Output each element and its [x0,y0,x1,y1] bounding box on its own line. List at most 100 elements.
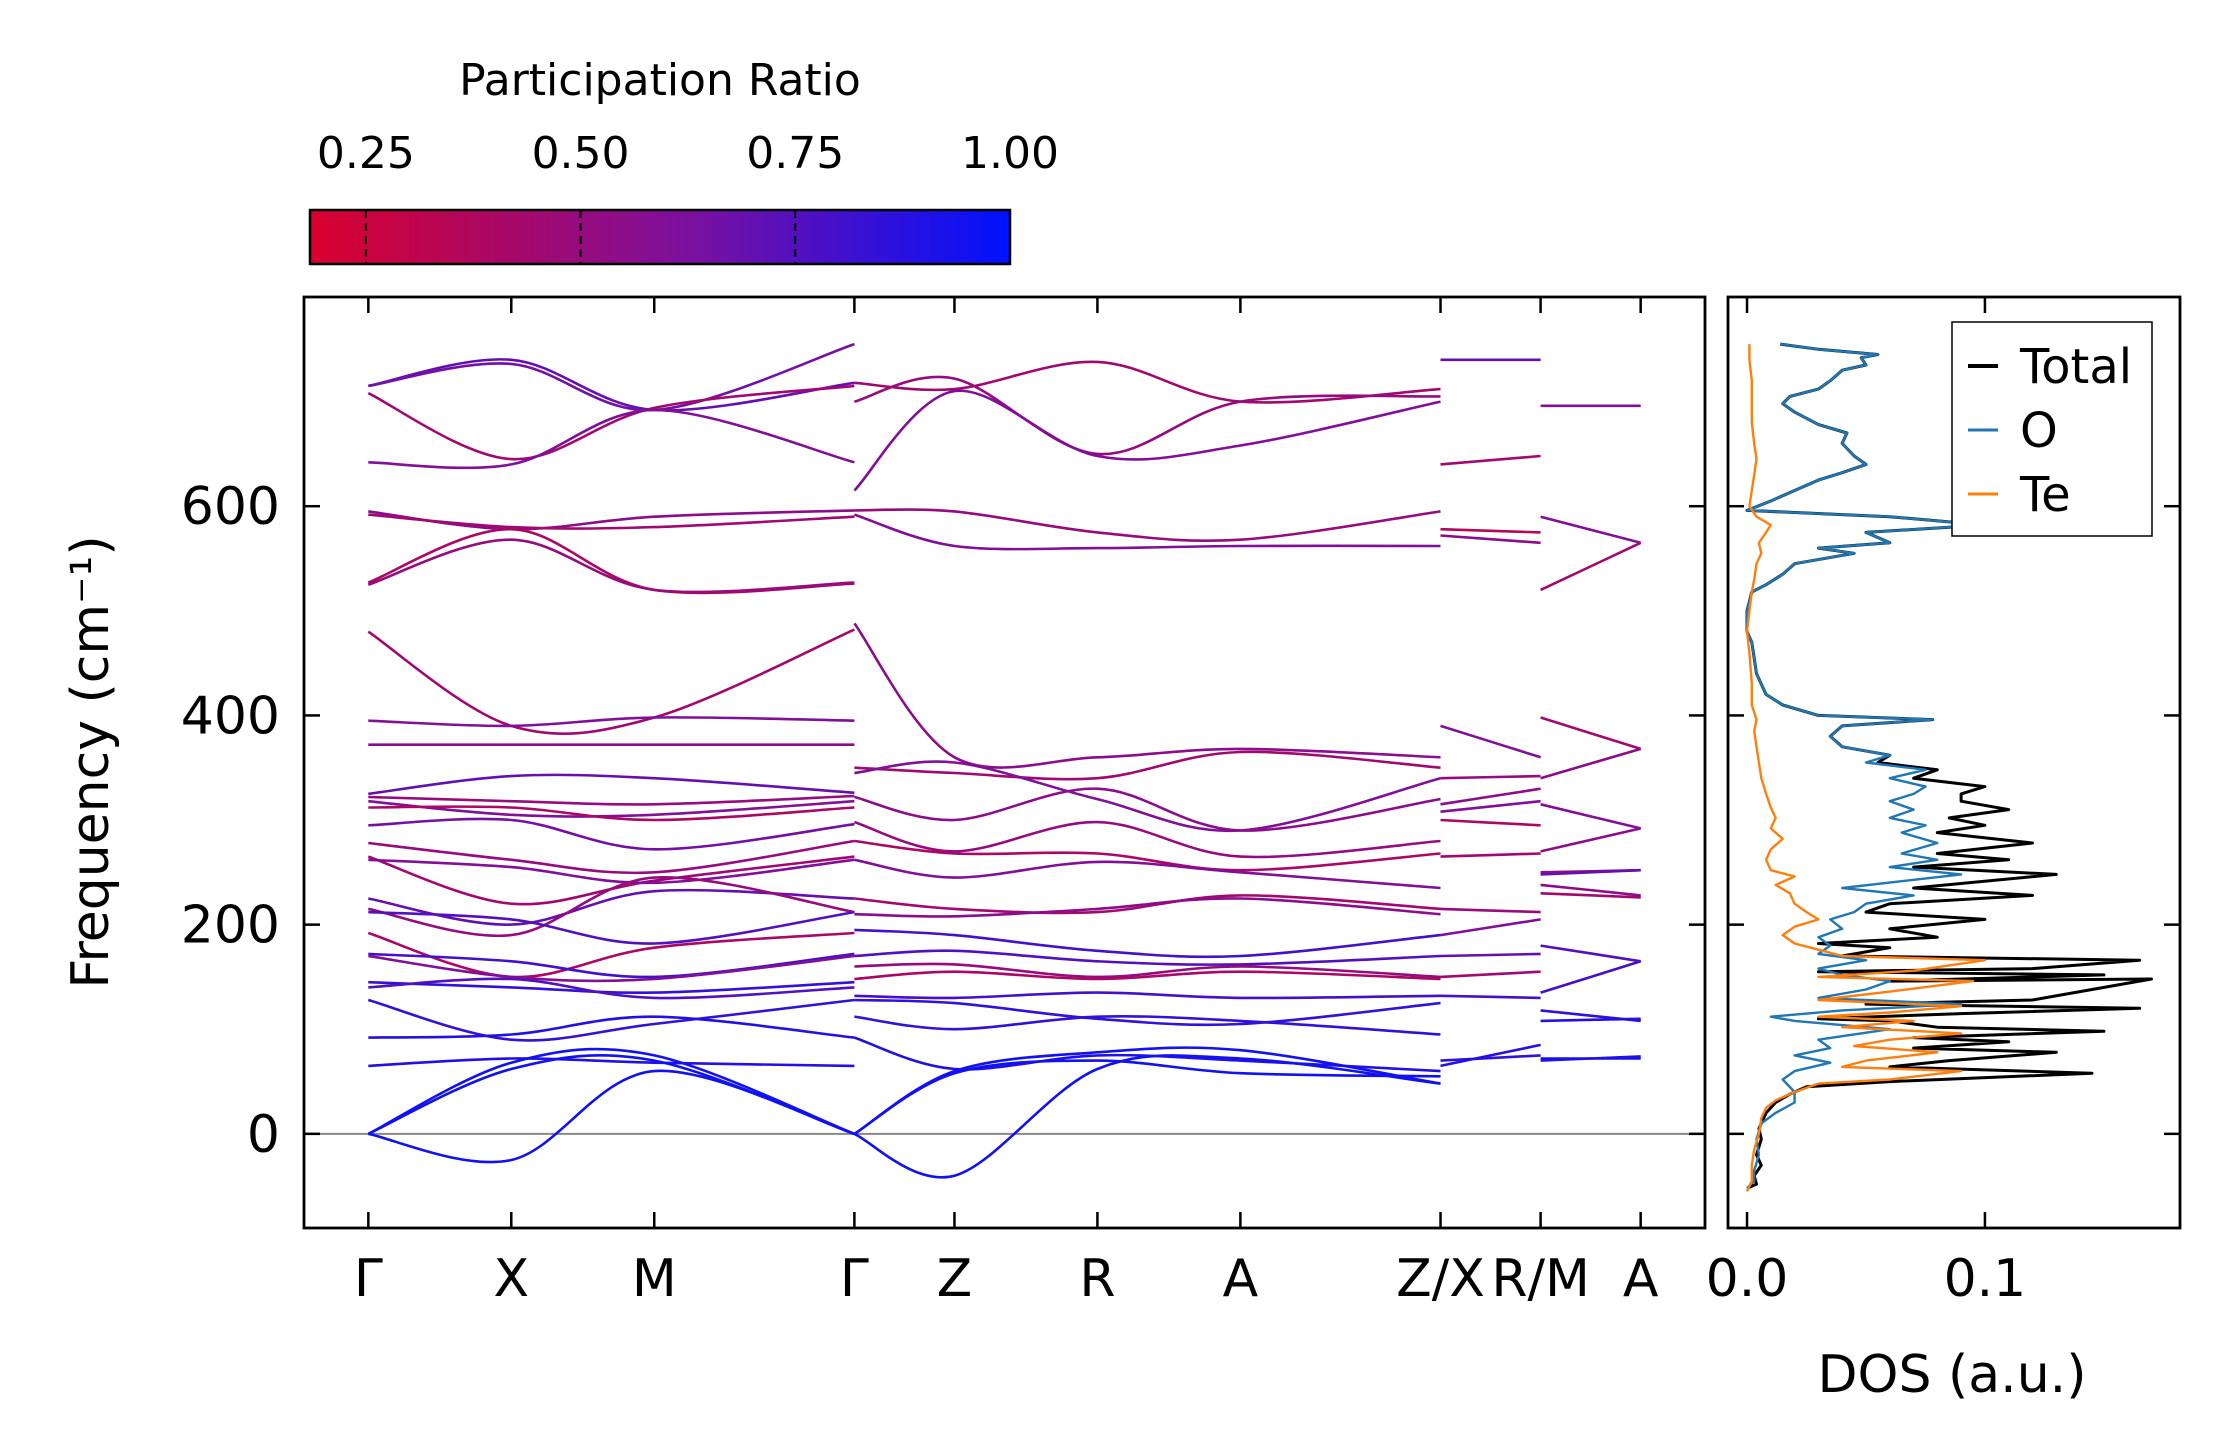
band-ylabel-text: Frequency (cm⁻¹) [61,535,121,988]
phonon-band [1540,803,1642,830]
phonon-band [367,998,855,1042]
phonon-band [854,1036,1441,1073]
phonon-band [368,1015,855,1039]
phonon-band [1440,1043,1541,1068]
phonon-band [368,358,855,412]
dos-series-te [1745,344,1987,1192]
phonon-band [1440,787,1541,806]
colorbar-tick-label: 0.25 [317,128,415,179]
band-lines [367,342,1642,1179]
phonon-band [854,962,1441,979]
band-xtick-label: Z/X [1396,1249,1485,1309]
phonon-band [1440,852,1541,858]
colorbar: Participation Ratio 0.25 0.50 0.75 1.00 [308,55,1059,266]
dos-axis-ticks: 0.0 0.1 [1706,297,2180,1309]
phonon-band [854,375,1441,456]
band-xtick-label: A [1623,1249,1659,1309]
colorbar-tick-label: 0.75 [746,128,844,179]
colorbar-tick-label: 1.00 [961,128,1059,179]
dos-axes-frame [1726,295,2182,1230]
phonon-band [854,998,1441,1027]
phonon-band [853,389,1441,492]
band-xtick-label: R [1079,1249,1115,1309]
phonon-band [1440,774,1541,780]
phonon-band [1440,527,1541,534]
phonon-band [854,513,1441,551]
phonon-band [368,858,855,885]
phonon-band [1440,970,1541,979]
phonon-band [368,342,855,412]
colorbar-tick-label: 0.50 [532,128,630,179]
dos-xtick-label: 0.1 [1944,1249,2027,1309]
phonon-band [1440,724,1541,759]
phonon-band [854,787,1441,832]
band-ylabel: Frequency (cm⁻¹) [61,535,121,988]
phonon-band [854,760,1441,833]
phonon-band [367,855,855,906]
phonon-band [1540,827,1641,853]
phonon-band [1440,534,1541,545]
band-xtick-label: Z [937,1249,973,1309]
phonon-band [1540,716,1642,751]
phonon-band [1440,907,1541,914]
band-axis-ticks: 0 200 400 600 Γ X M Γ Z R A Z/X R/M A [181,297,1705,1309]
phonon-band [854,820,1441,859]
phonon-band [1440,994,1541,1000]
phonon-band [1540,541,1642,592]
legend-label: Total [2019,339,2132,395]
phonon-band [367,538,855,594]
dos-legend: Total O Te [1951,321,2153,537]
phonon-band [854,894,1441,915]
phonon-band [854,360,1441,404]
phonon-band [854,508,1441,543]
phonon-band [367,527,855,595]
phonon-band [853,1046,1441,1136]
phonon-band [854,970,1441,981]
phonon-band [1440,952,1541,958]
phonon-band [368,839,855,875]
band-xtick-label: Γ [354,1249,383,1309]
band-xtick-label: X [493,1249,529,1309]
dos-panel: 0.0 0.1 DOS (a.u.) Total O Te [1706,295,2182,1405]
dos-lines [1745,342,2153,1192]
phonon-band [1540,515,1642,545]
band-xtick-label: R/M [1491,1249,1590,1309]
phonon-band [854,839,1441,872]
phonon-band [368,875,855,938]
phonon-band [368,408,855,470]
phonon-band [1540,892,1641,899]
phonon-band [368,977,855,1000]
phonon-band [368,794,855,806]
phonon-band [854,1015,1441,1036]
phonon-band [1540,1055,1641,1062]
phonon-band [854,991,1441,1000]
phonon-band [368,980,855,995]
dos-xtick-label: 0.0 [1706,1249,1789,1309]
band-axes-frame [302,295,1707,1230]
phonon-band [368,805,855,822]
phonon-band [368,1069,855,1164]
phonon-band [367,1047,855,1136]
phonon-band [1540,747,1642,780]
phonon-band [1540,868,1641,876]
band-ytick-label: 400 [181,686,280,746]
phonon-band [1540,1017,1641,1023]
phonon-band [368,773,855,796]
phonon-band [1440,918,1541,937]
phonon-band [367,931,855,979]
phonon-band [854,949,1441,966]
phonon-band [1440,1054,1541,1062]
phonon-band [854,858,1441,890]
band-structure-panel: 0 200 400 600 Γ X M Γ Z R A Z/X R/M A Frequency (cm⁻¹… [61,295,1707,1309]
legend-label: O [2020,403,2058,459]
band-xtick-label: Γ [840,1249,869,1309]
phonon-band [853,1054,1441,1179]
phonon-band [368,954,855,983]
phonon-band [368,513,855,530]
phonon-band [1540,944,1641,963]
colorbar-ticks: 0.25 0.50 0.75 1.00 [317,128,1059,264]
band-ytick-label: 600 [181,477,280,537]
colorbar-title: Participation Ratio [459,55,861,106]
band-ytick-label: 200 [181,896,280,956]
